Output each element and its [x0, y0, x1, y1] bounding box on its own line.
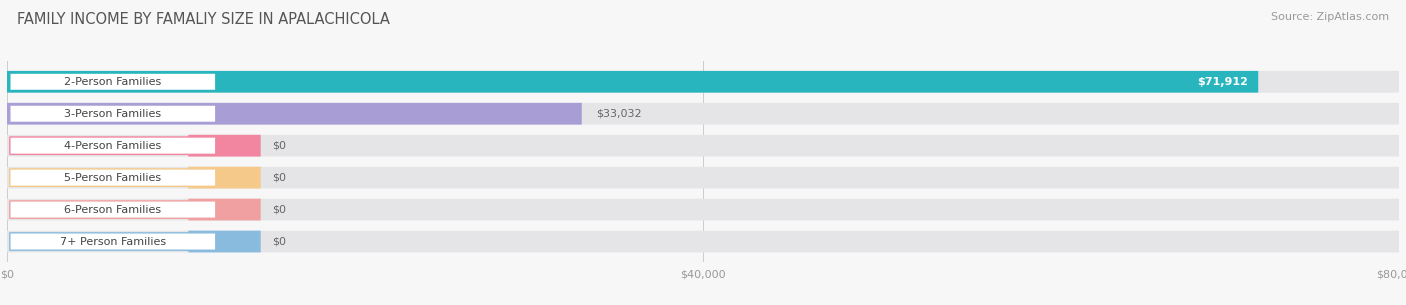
FancyBboxPatch shape [7, 231, 1399, 253]
FancyBboxPatch shape [7, 135, 1399, 156]
Text: $71,912: $71,912 [1198, 77, 1249, 87]
FancyBboxPatch shape [7, 71, 1399, 93]
Text: $0: $0 [271, 237, 285, 246]
FancyBboxPatch shape [10, 73, 217, 91]
FancyBboxPatch shape [7, 199, 1399, 221]
FancyBboxPatch shape [7, 103, 1399, 124]
Text: 3-Person Families: 3-Person Families [65, 109, 162, 119]
FancyBboxPatch shape [10, 105, 217, 122]
FancyBboxPatch shape [10, 169, 217, 186]
Text: $0: $0 [271, 173, 285, 183]
FancyBboxPatch shape [7, 71, 1258, 93]
Text: $33,032: $33,032 [596, 109, 641, 119]
FancyBboxPatch shape [188, 135, 260, 156]
FancyBboxPatch shape [7, 167, 1399, 188]
FancyBboxPatch shape [10, 137, 217, 154]
Text: $0: $0 [271, 205, 285, 215]
Text: Source: ZipAtlas.com: Source: ZipAtlas.com [1271, 12, 1389, 22]
FancyBboxPatch shape [188, 167, 260, 188]
Text: $0: $0 [271, 141, 285, 151]
FancyBboxPatch shape [10, 201, 217, 218]
FancyBboxPatch shape [188, 199, 260, 221]
Text: 2-Person Families: 2-Person Families [65, 77, 162, 87]
Text: 6-Person Families: 6-Person Families [65, 205, 162, 215]
Text: 5-Person Families: 5-Person Families [65, 173, 162, 183]
Text: 7+ Person Families: 7+ Person Families [59, 237, 166, 246]
Text: 4-Person Families: 4-Person Families [65, 141, 162, 151]
FancyBboxPatch shape [7, 103, 582, 124]
Text: FAMILY INCOME BY FAMALIY SIZE IN APALACHICOLA: FAMILY INCOME BY FAMALIY SIZE IN APALACH… [17, 12, 389, 27]
FancyBboxPatch shape [188, 231, 260, 253]
FancyBboxPatch shape [10, 233, 217, 250]
